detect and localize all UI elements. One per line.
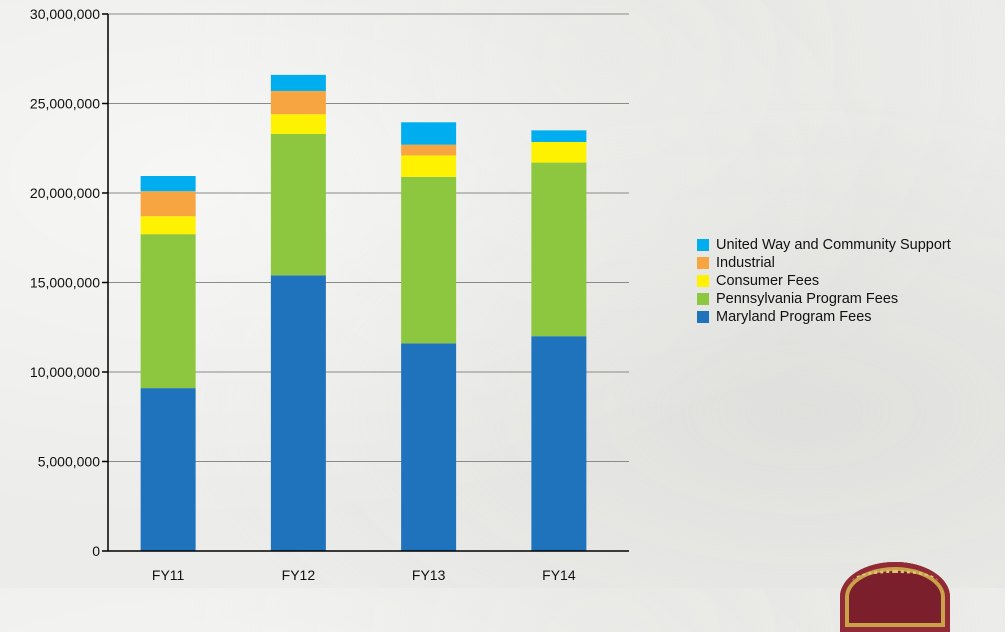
legend-label: United Way and Community Support <box>716 237 951 253</box>
legend-swatch <box>697 311 709 323</box>
legend: United Way and Community Support Industr… <box>697 236 951 326</box>
x-tick-label: FY11 <box>152 567 185 583</box>
legend-item: Maryland Program Fees <box>697 308 951 326</box>
legend-swatch <box>697 239 709 251</box>
bar-segment <box>270 133 326 276</box>
legend-item: Pennsylvania Program Fees <box>697 290 951 308</box>
bar-segment <box>270 74 326 91</box>
bar-segment <box>531 336 587 551</box>
bar-segment <box>140 388 196 551</box>
legend-item: United Way and Community Support <box>697 236 951 254</box>
bar-segment <box>401 343 457 551</box>
legend-swatch <box>697 257 709 269</box>
bars <box>140 74 587 551</box>
legend-label: Industrial <box>716 255 775 271</box>
y-tick-label: 15,000,000 <box>30 275 100 291</box>
bar-segment <box>140 216 196 235</box>
bar-segment <box>531 162 587 337</box>
seal-logo-border <box>852 570 938 593</box>
bar-segment <box>270 275 326 551</box>
y-tick-label: 20,000,000 <box>30 185 100 201</box>
y-tick-label: 30,000,000 <box>30 6 100 22</box>
bar-segment <box>140 175 196 192</box>
y-tick-label: 10,000,000 <box>30 364 100 380</box>
x-tick-label: FY13 <box>412 567 446 583</box>
y-tick-label: 5,000,000 <box>38 454 100 470</box>
x-tick-label: FY14 <box>542 567 576 583</box>
bar-segment <box>270 114 326 134</box>
axes <box>107 14 629 552</box>
legend-label: Consumer Fees <box>716 273 820 289</box>
bar-segment <box>401 176 457 344</box>
bar-segment <box>401 155 457 177</box>
y-tick-labels: 30,000,000 25,000,000 20,000,000 15,000,000… <box>30 6 100 559</box>
bar-segment <box>270 90 326 115</box>
chart: 30,000,000 25,000,000 20,000,000 15,000,000… <box>30 6 629 583</box>
legend-swatch <box>697 275 709 287</box>
bar-segment <box>531 141 587 163</box>
legend-label: Maryland Program Fees <box>716 309 872 325</box>
y-tick-label: 0 <box>92 543 100 559</box>
bar-segment <box>401 144 457 156</box>
x-tick-labels: FY11 FY12 FY13 FY14 <box>152 567 576 583</box>
x-tick-label: FY12 <box>282 567 316 583</box>
bar-segment <box>140 234 196 389</box>
bar-segment <box>140 191 196 217</box>
legend-item: Consumer Fees <box>697 272 951 290</box>
legend-item: Industrial <box>697 254 951 272</box>
bar-segment <box>401 122 457 145</box>
bar-segment <box>531 130 587 142</box>
legend-swatch <box>697 293 709 305</box>
legend-label: Pennsylvania Program Fees <box>716 291 899 307</box>
y-tick-label: 25,000,000 <box>30 96 100 112</box>
